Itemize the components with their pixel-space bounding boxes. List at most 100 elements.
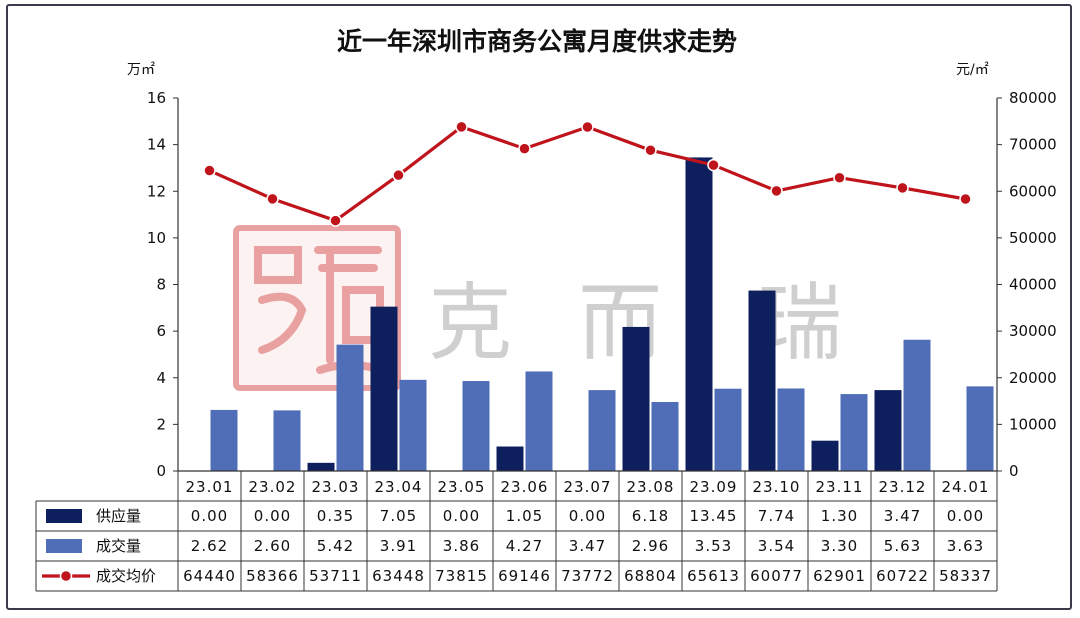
deal-bar: [210, 409, 238, 471]
table-cell-value: 73815: [435, 567, 488, 585]
x-tick-label: 23.01: [186, 478, 234, 496]
table-cell-value: 63448: [372, 567, 425, 585]
left-tick-label: 12: [147, 182, 166, 200]
right-tick-label: 80000: [1009, 89, 1057, 107]
left-tick-label: 8: [156, 276, 166, 294]
deal-bar: [399, 379, 427, 471]
legend-swatch-deal: [46, 539, 82, 553]
deal-bar: [651, 401, 679, 471]
table-cell-value: 0.00: [947, 507, 984, 525]
right-tick-label: 40000: [1009, 276, 1057, 294]
price-point: [644, 143, 657, 157]
table-cell-value: 62901: [813, 567, 866, 585]
table-cell-value: 60077: [750, 567, 803, 585]
supply-bar: [496, 446, 524, 471]
x-tick-label: 23.11: [816, 478, 864, 496]
supply-bar: [622, 326, 650, 471]
x-tick-label: 23.06: [501, 478, 549, 496]
price-point: [896, 181, 909, 195]
x-tick-label: 23.08: [627, 478, 675, 496]
table-cell-value: 1.30: [821, 507, 858, 525]
legend-swatch-price-dot: [59, 569, 73, 583]
table-cell-value: 3.30: [821, 537, 858, 555]
table-cell-value: 3.53: [695, 537, 732, 555]
table-cell-value: 60722: [876, 567, 929, 585]
price-point: [518, 142, 531, 155]
left-tick-label: 4: [156, 369, 166, 387]
legend-label: 供应量: [96, 507, 141, 525]
left-tick-label: 16: [147, 89, 166, 107]
right-tick-label: 10000: [1009, 415, 1057, 433]
price-line: [208, 125, 966, 223]
price-point: [707, 158, 720, 172]
supply-bar: [685, 157, 713, 471]
price-point: [833, 171, 846, 184]
supply-bar: [307, 462, 335, 471]
left-tick-label: 14: [147, 136, 166, 154]
table-cell-value: 0.35: [317, 507, 354, 525]
table-cell-value: 58366: [246, 567, 299, 585]
price-point: [455, 120, 468, 134]
bars-layer: [210, 157, 994, 471]
watermark-char: 克: [428, 274, 512, 372]
price-point: [266, 192, 279, 206]
x-tick-label: 23.02: [249, 478, 297, 496]
deal-bar: [336, 344, 364, 471]
x-tick-label: 23.03: [312, 478, 360, 496]
right-tick-label: 50000: [1009, 229, 1057, 247]
table-cell-value: 69146: [498, 567, 551, 585]
table-cell-value: 0.00: [191, 507, 228, 525]
table-cell-value: 6.18: [632, 507, 669, 525]
table-cell-value: 3.54: [758, 537, 795, 555]
deal-bar: [525, 371, 553, 471]
table-cell-value: 64440: [183, 567, 236, 585]
legend-label: 成交均价: [96, 567, 156, 585]
price-point: [770, 184, 783, 198]
left-tick-label: 0: [156, 462, 166, 480]
table-cell-value: 7.74: [758, 507, 795, 525]
x-tick-label: 23.10: [753, 478, 801, 496]
deal-bar: [588, 390, 616, 471]
table-cell-value: 2.60: [254, 537, 291, 555]
right-tick-label: 20000: [1009, 369, 1057, 387]
table-cell-value: 4.27: [506, 537, 543, 555]
right-tick-label: 60000: [1009, 182, 1057, 200]
table-cell-value: 0.00: [443, 507, 480, 525]
deal-bar: [714, 388, 742, 471]
table-cell-value: 5.63: [884, 537, 921, 555]
price-point: [392, 168, 405, 182]
table-cell-value: 0.00: [254, 507, 291, 525]
chart-title: 近一年深圳市商务公寓月度供求走势: [337, 27, 737, 56]
table-cell-value: 7.05: [380, 507, 417, 525]
deal-bar: [903, 339, 931, 471]
legend-label: 成交量: [96, 537, 141, 555]
table-cell-value: 3.63: [947, 537, 984, 555]
watermark-seal-glyph: [254, 246, 386, 374]
deal-bar: [840, 394, 868, 471]
supply-bar: [811, 440, 839, 471]
legend-swatch-supply: [46, 509, 82, 523]
left-axis-unit: 万㎡: [127, 62, 155, 78]
right-tick-label: 70000: [1009, 136, 1057, 154]
x-tick-label: 23.12: [879, 478, 927, 496]
line-layer: [203, 120, 972, 227]
table-cell-value: 13.45: [690, 507, 738, 525]
table-cell-value: 5.42: [317, 537, 354, 555]
table-cell-value: 53711: [309, 567, 362, 585]
supply-bar: [370, 306, 398, 471]
watermark: 克而瑞: [233, 225, 842, 391]
table-cell-value: 0.00: [569, 507, 606, 525]
table-cell-value: 3.47: [569, 537, 606, 555]
price-point: [329, 214, 342, 227]
table-cell-value: 3.47: [884, 507, 921, 525]
right-tick-label: 30000: [1009, 322, 1057, 340]
price-point: [581, 120, 594, 134]
right-tick-label: 0: [1009, 462, 1019, 480]
table-cell-value: 65613: [687, 567, 740, 585]
price-point: [203, 164, 216, 177]
right-axis-unit: 元/㎡: [956, 62, 989, 78]
price-point: [959, 192, 972, 206]
deal-bar: [273, 410, 301, 471]
table-cell-value: 2.62: [191, 537, 228, 555]
